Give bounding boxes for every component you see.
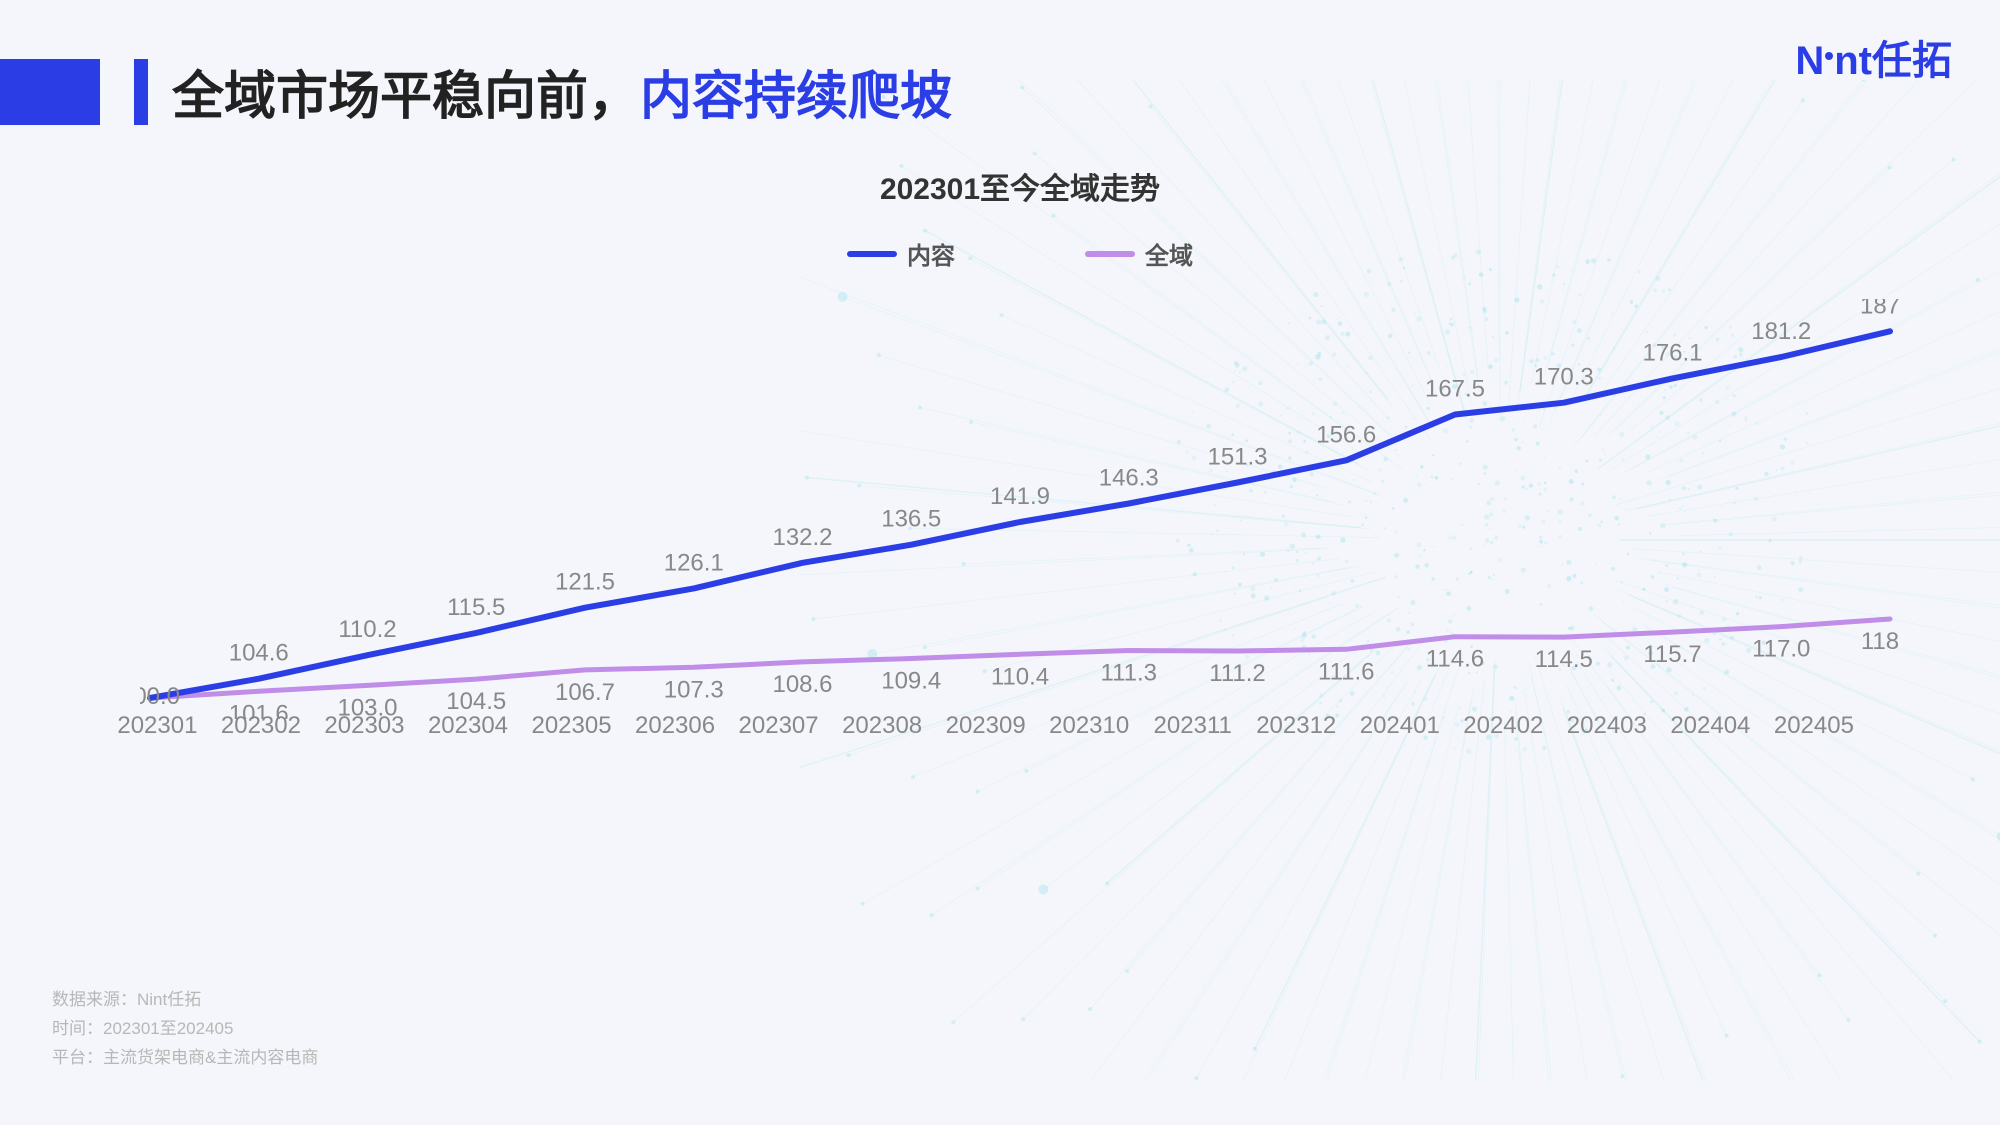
header-accent-bar: [134, 59, 148, 125]
data-label: 156.6: [1316, 421, 1376, 448]
data-label: 104.6: [229, 640, 289, 667]
page-title: 全域市场平稳向前，内容持续爬坡: [172, 54, 952, 129]
data-label: 106.7: [555, 679, 615, 706]
legend-label-series2: 全域: [1145, 236, 1193, 271]
chart-plot-area: 104.6 110.2 115.5 121.5 126.1 132.2 136.5 141.9…: [140, 299, 1900, 719]
data-label: 109.4: [881, 668, 941, 695]
header-accent-block: [0, 59, 100, 125]
page-title-part1: 全域市场平稳向前，: [172, 68, 640, 126]
data-label: 176.1: [1642, 339, 1702, 366]
x-tick-label: 202308: [830, 712, 934, 736]
data-label: 115.5: [447, 594, 505, 621]
x-tick-label: 202304: [416, 712, 520, 736]
data-label: 111.2: [1209, 660, 1266, 687]
x-tick-label: 202301: [106, 712, 210, 736]
data-label: 121.5: [555, 569, 615, 596]
data-label: 136.5: [881, 506, 941, 533]
x-tick-label: 202303: [313, 712, 417, 736]
data-label: 146.3: [1099, 465, 1159, 492]
x-tick-label: 202404: [1659, 712, 1763, 736]
x-tick-label: 202403: [1555, 712, 1659, 736]
data-label: 132.2: [772, 524, 832, 551]
trend-chart: 202301至今全域走势 内容 全域 104.6110.2115.5121.51…: [140, 164, 1900, 804]
legend-swatch-series1: [847, 251, 897, 257]
chart-x-axis: 2023012023022023032023042023052023062023…: [106, 712, 1866, 736]
data-label: 115.7: [1643, 641, 1701, 668]
data-label: 151.3: [1207, 444, 1267, 471]
data-label: 181.2: [1751, 318, 1811, 345]
brand-logo: Nnt任拓: [1795, 28, 1952, 86]
x-tick-label: 202307: [727, 712, 831, 736]
data-label: 118.8: [1861, 628, 1900, 655]
legend-item-series2: 全域: [1085, 236, 1193, 271]
x-tick-label: 202401: [1348, 712, 1452, 736]
footer-metadata: 数据来源：Nint任拓 时间：202301至202405 平台：主流货架电商&主…: [52, 986, 318, 1073]
logo-text-n: N: [1795, 39, 1824, 83]
data-label: 111.3: [1101, 660, 1158, 687]
footer-source: 数据来源：Nint任拓: [52, 986, 318, 1015]
x-tick-label: 202305: [520, 712, 624, 736]
x-tick-label: 202312: [1244, 712, 1348, 736]
data-label: 114.5: [1535, 646, 1593, 673]
x-tick-label: 202310: [1037, 712, 1141, 736]
data-label: 111.6: [1318, 658, 1375, 685]
data-label: 117.0: [1752, 636, 1810, 663]
logo-text-rest: nt任拓: [1834, 39, 1952, 83]
page-title-part2: 内容持续爬坡: [640, 68, 952, 126]
x-tick-label: 202311: [1141, 712, 1245, 736]
data-label: 126.1: [664, 549, 724, 576]
footer-platform: 平台：主流货架电商&主流内容电商: [52, 1044, 318, 1073]
legend-swatch-series2: [1085, 251, 1135, 257]
x-tick-label: 202402: [1452, 712, 1556, 736]
x-tick-label: 202309: [934, 712, 1038, 736]
chart-svg: 104.6 110.2 115.5 121.5 126.1 132.2 136.5 141.9…: [140, 299, 1900, 719]
data-label: 108.6: [772, 671, 832, 698]
data-label: 141.9: [990, 483, 1050, 510]
legend-item-series1: 内容: [847, 236, 955, 271]
legend-label-series1: 内容: [907, 236, 955, 271]
footer-period: 时间：202301至202405: [52, 1015, 318, 1044]
chart-line-内容: [150, 331, 1890, 698]
data-label: 110.2: [338, 616, 396, 643]
baseline-label: 100.0: [140, 683, 180, 710]
data-label: 107.3: [664, 676, 724, 703]
data-label: 114.6: [1426, 646, 1484, 673]
slide-header: 全域市场平稳向前，内容持续爬坡: [0, 54, 952, 129]
x-tick-label: 202302: [209, 712, 313, 736]
x-tick-label: 202306: [623, 712, 727, 736]
chart-title: 202301至今全域走势: [140, 164, 1900, 208]
logo-dot-icon: [1825, 52, 1833, 60]
data-label: 170.3: [1534, 364, 1594, 391]
x-tick-label: 202405: [1762, 712, 1866, 736]
data-label: 187.3: [1860, 299, 1900, 319]
chart-legend: 内容 全域: [140, 236, 1900, 271]
data-label: 167.5: [1425, 376, 1485, 403]
data-label: 110.4: [991, 663, 1049, 690]
